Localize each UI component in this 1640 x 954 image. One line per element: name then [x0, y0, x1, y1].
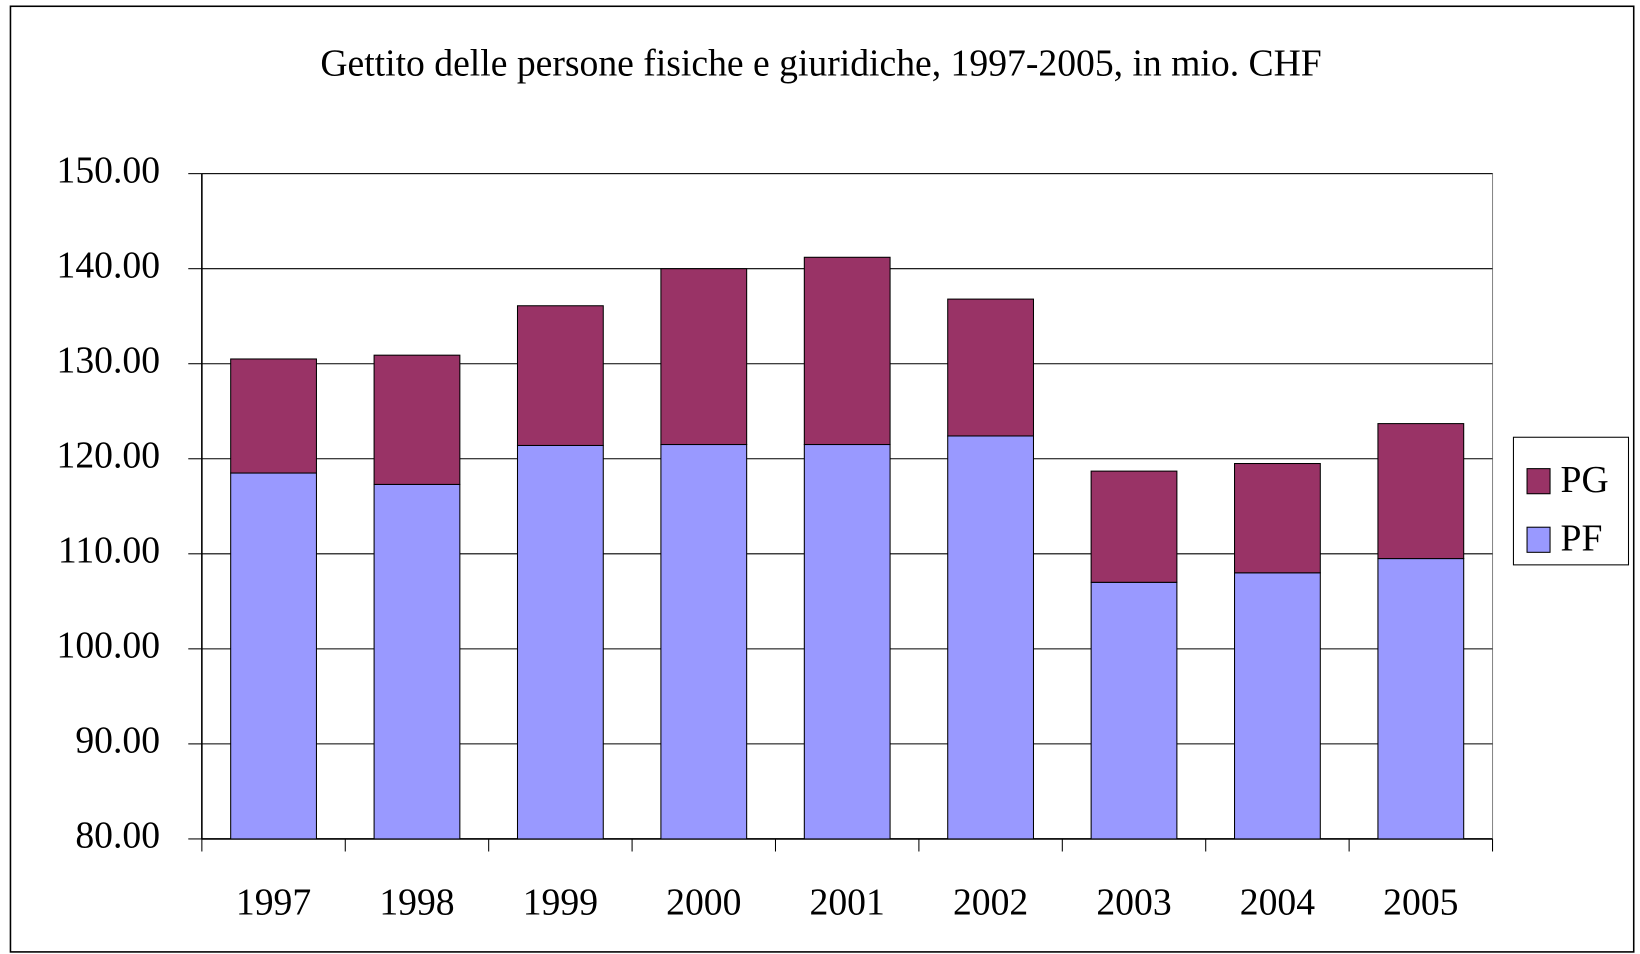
bar-segment	[803, 256, 891, 446]
bar-segment	[947, 298, 1035, 437]
bar-segment	[1234, 462, 1321, 574]
bar-segment	[1090, 470, 1178, 583]
bar-segment	[373, 354, 461, 485]
x-tick-label: 2003	[1096, 882, 1171, 924]
x-tick-label: 2002	[953, 882, 1028, 924]
y-tick-label: 120.00	[57, 434, 161, 476]
x-tick-label: 2000	[666, 882, 741, 924]
chart-title: Gettito delle persone fisiche e giuridic…	[320, 43, 1321, 85]
bar-segment	[947, 435, 1035, 840]
legend-swatch	[1526, 526, 1551, 553]
bar-segment	[1234, 572, 1321, 840]
y-tick-label: 100.00	[57, 624, 161, 666]
bar-segment	[516, 305, 604, 446]
bar-segment	[1377, 558, 1465, 840]
x-tick-label: 2005	[1383, 882, 1458, 924]
bar-segment	[1090, 581, 1178, 840]
y-tick-label: 130.00	[57, 339, 161, 381]
legend-label: PF	[1561, 517, 1603, 559]
x-tick-label: 1997	[236, 882, 311, 924]
y-tick-label: 90.00	[75, 720, 160, 762]
bar-segment	[1377, 423, 1465, 560]
x-tick-label: 1998	[379, 882, 454, 924]
bar-segment	[230, 358, 317, 474]
bar-segment	[660, 443, 748, 840]
bar-segment	[660, 268, 748, 446]
bar-segment	[803, 443, 891, 840]
bar-segment	[230, 472, 317, 840]
x-tick-label: 1999	[523, 882, 598, 924]
bar-segment	[373, 483, 461, 840]
y-tick-label: 110.00	[58, 529, 160, 571]
y-tick-label: 140.00	[57, 244, 161, 286]
y-tick-label: 80.00	[75, 815, 160, 857]
y-tick-label: 150.00	[57, 149, 161, 191]
bar-segment	[516, 444, 604, 840]
x-tick-label: 2004	[1240, 882, 1315, 924]
x-tick-label: 2001	[810, 882, 885, 924]
legend-label: PG	[1561, 459, 1609, 501]
legend-swatch	[1526, 468, 1551, 495]
